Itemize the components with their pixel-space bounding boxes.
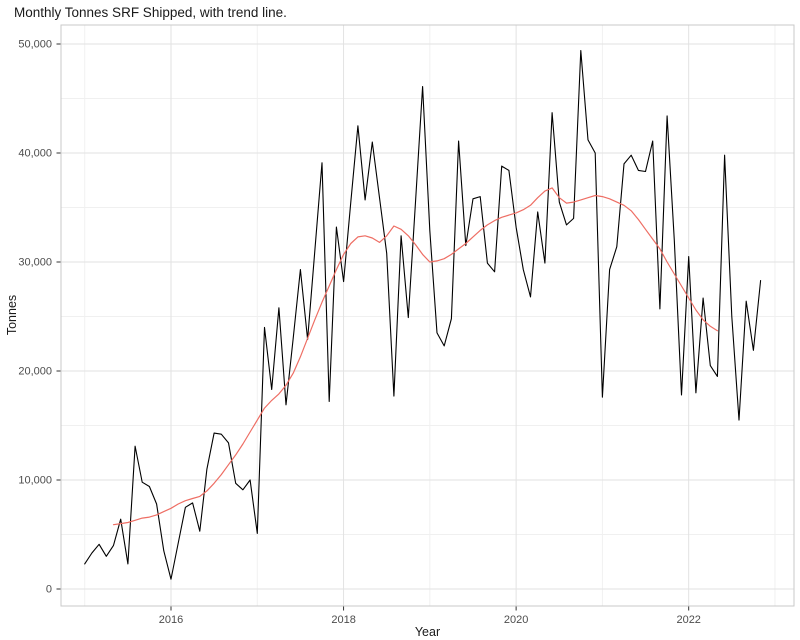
trend-line-series xyxy=(112,187,719,526)
panel-background xyxy=(61,25,794,606)
x-tick-labels: 2016 2018 2020 2022 xyxy=(159,614,701,626)
panel-border xyxy=(60,24,795,607)
y-tick-label: 20,000 xyxy=(18,366,52,378)
y-tick-label: 50,000 xyxy=(18,39,52,51)
chart-title: Monthly Tonnes SRF Shipped, with trend l… xyxy=(14,5,287,20)
monthly-tonnes-series xyxy=(84,49,762,580)
x-tick-label: 2018 xyxy=(331,614,355,626)
y-tick-label: 10,000 xyxy=(18,475,52,487)
axis-ticks xyxy=(56,43,690,611)
y-tick-label: 40,000 xyxy=(18,148,52,160)
x-tick-label: 2022 xyxy=(676,614,700,626)
x-tick-label: 2016 xyxy=(159,614,183,626)
x-tick-label: 2020 xyxy=(504,614,528,626)
y-axis-title: Tonnes xyxy=(5,294,19,336)
y-tick-label: 30,000 xyxy=(18,257,52,269)
x-axis-title: Year xyxy=(414,625,441,639)
gridlines-minor xyxy=(61,25,794,606)
y-tick-labels: 0 10,000 20,000 30,000 40,000 50,000 xyxy=(18,39,52,596)
gridlines-major xyxy=(61,25,794,606)
y-tick-label: 0 xyxy=(46,584,52,596)
